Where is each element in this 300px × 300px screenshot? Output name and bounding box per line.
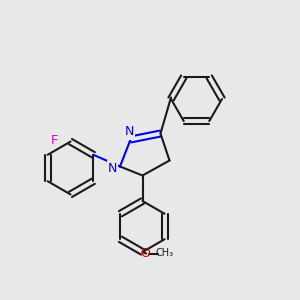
Text: N: N: [124, 125, 134, 139]
Text: N: N: [108, 161, 117, 175]
Text: F: F: [50, 134, 58, 147]
Text: CH₃: CH₃: [156, 248, 174, 259]
Text: O: O: [141, 247, 150, 260]
